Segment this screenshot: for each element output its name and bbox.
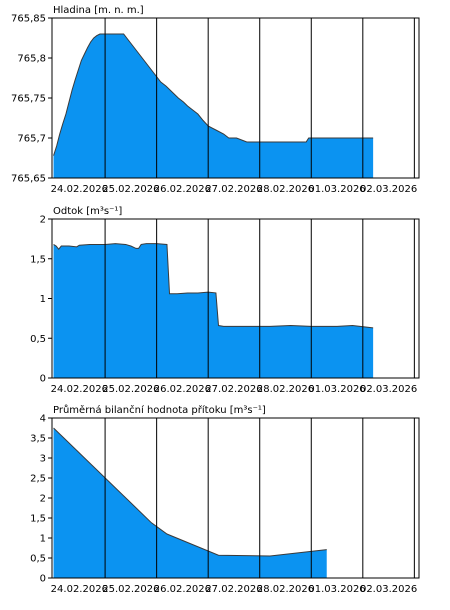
x-tick-label: 24.02.2026 xyxy=(51,584,108,595)
series-line xyxy=(53,243,374,329)
series-area xyxy=(53,243,374,378)
chart-panel-pritok: Průměrná bilanční hodnota přítoku [m³s⁻¹… xyxy=(30,404,420,595)
x-tick-label: 01.03.2026 xyxy=(308,384,365,395)
x-tick-label: 24.02.2026 xyxy=(51,384,108,395)
y-tick-label: 0,5 xyxy=(30,334,46,345)
x-tick-label: 27.02.2026 xyxy=(205,384,262,395)
y-tick-label: 765,75 xyxy=(11,94,46,105)
x-tick-label: 26.02.2026 xyxy=(154,184,211,195)
x-tick-label: 02.03.2026 xyxy=(360,584,417,595)
y-tick-label: 0,5 xyxy=(30,554,46,565)
y-tick-label: 2 xyxy=(40,215,46,226)
chart-panel-hladina: Hladina [m. n. m.] 765,85 765,8 765,75 765,… xyxy=(11,5,420,195)
series-area xyxy=(53,34,374,178)
series-line xyxy=(53,33,374,156)
y-tick-label: 3 xyxy=(40,454,46,465)
y-tick-label: 765,65 xyxy=(11,174,46,185)
series-area xyxy=(53,428,327,578)
x-tick-label: 25.02.2026 xyxy=(102,384,159,395)
x-tick-label: 28.02.2026 xyxy=(257,584,314,595)
x-tick-label: 28.02.2026 xyxy=(257,384,314,395)
x-tick-label: 26.02.2026 xyxy=(154,384,211,395)
x-tick-label: 02.03.2026 xyxy=(360,184,417,195)
x-tick-label: 27.02.2026 xyxy=(205,584,262,595)
y-tick-label: 2 xyxy=(40,494,46,505)
x-tick-label: 01.03.2026 xyxy=(308,184,365,195)
y-tick-label: 1 xyxy=(40,294,46,305)
chart-panel-odtok: Odtok [m³s⁻¹] 2 1,5 1 0,5 0 24.02.202625.02.2… xyxy=(30,206,420,395)
y-tick-label: 765,8 xyxy=(17,54,46,65)
y-tick-label: 4 xyxy=(40,414,46,425)
y-tick-label: 765,85 xyxy=(11,14,46,25)
x-tick-label: 02.03.2026 xyxy=(360,384,417,395)
y-tick-label: 0 xyxy=(40,374,46,385)
chart-title: Hladina [m. n. m.] xyxy=(53,5,144,16)
chart-title: Průměrná bilanční hodnota přítoku [m³s⁻¹… xyxy=(53,404,266,416)
x-tick-label: 27.02.2026 xyxy=(205,184,262,195)
series-line xyxy=(53,427,327,557)
x-tick-label: 28.02.2026 xyxy=(257,184,314,195)
x-tick-label: 26.02.2026 xyxy=(154,584,211,595)
y-tick-label: 1 xyxy=(40,534,46,545)
y-tick-label: 2,5 xyxy=(30,474,46,485)
x-tick-label: 24.02.2026 xyxy=(51,184,108,195)
x-tick-label: 25.02.2026 xyxy=(102,584,159,595)
y-tick-label: 1,5 xyxy=(30,254,46,265)
chart-title: Odtok [m³s⁻¹] xyxy=(53,206,122,217)
y-tick-label: 0 xyxy=(40,574,46,585)
y-tick-label: 3,5 xyxy=(30,434,46,445)
y-tick-label: 765,7 xyxy=(17,134,46,145)
x-tick-label: 01.03.2026 xyxy=(308,584,365,595)
x-tick-label: 25.02.2026 xyxy=(102,184,159,195)
y-tick-label: 1,5 xyxy=(30,514,46,525)
